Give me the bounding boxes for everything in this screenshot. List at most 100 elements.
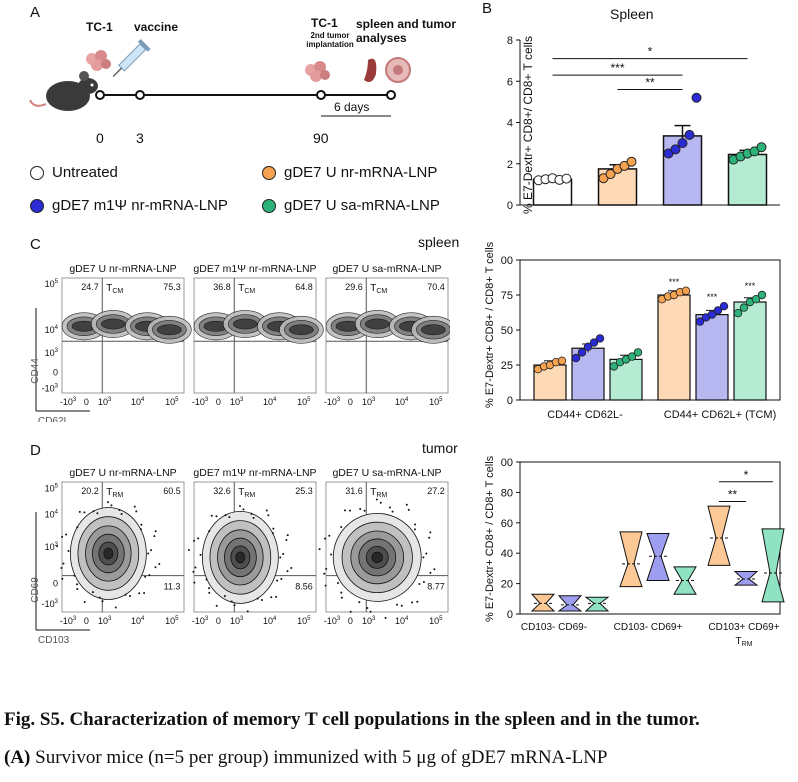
outlier-dot	[422, 556, 425, 559]
outlier-dot	[144, 575, 147, 578]
panel-c-letter: C	[30, 236, 41, 253]
x-tick-label: 104	[395, 397, 409, 407]
outlier-dot	[416, 600, 419, 603]
panel-d-violin-ylabel: % E7-Dextr+ CD8+ / CD8+ T cells	[484, 455, 496, 622]
data-point	[695, 317, 705, 326]
data-point	[756, 142, 767, 153]
quadrant-value-lr: 8.77	[427, 582, 445, 592]
data-point	[739, 303, 749, 312]
x-tick-exp: 4	[141, 397, 145, 403]
legend-m1-nr: gDE7 m1Ψ nr-mRNA-LNP	[30, 197, 228, 214]
significance-label: ***	[707, 292, 718, 302]
spleen-icon	[364, 58, 377, 82]
x-tick-label: 103	[230, 397, 244, 407]
outlier-dot	[61, 577, 64, 580]
interval-label: 6 days	[334, 100, 370, 114]
flow-y-axis-label: CD69	[30, 577, 41, 603]
x-tick-exp: 5	[439, 616, 443, 622]
outlier-dot	[118, 508, 121, 511]
outlier-dot	[318, 548, 321, 551]
legend-u-sa: gDE7 U sa-mRNA-LNP	[262, 197, 440, 214]
legend-u-nr-icon	[262, 165, 276, 180]
density-contour	[318, 498, 436, 619]
outlier-dot	[260, 598, 263, 601]
gate-label-sub: CM	[244, 288, 255, 295]
outlier-dot	[343, 509, 346, 512]
group-label: CD103- CD69-	[521, 622, 587, 633]
outlier-dot	[267, 514, 270, 517]
event-analysis-label: spleen and tumor analyses	[356, 17, 457, 45]
x-tick-exp: 3	[372, 397, 376, 403]
outlier-dot	[133, 505, 136, 508]
density-contour	[55, 501, 161, 609]
contour	[157, 324, 182, 336]
data-point	[627, 352, 637, 361]
quadrant-value-ur: 70.4	[427, 282, 445, 292]
legend-u-nr-label: gDE7 U nr-mRNA-LNP	[284, 164, 438, 181]
quadrant-value-ul: 36.8	[213, 282, 231, 292]
tumor-cells-icon	[86, 50, 111, 71]
x-tick-exp: 4	[405, 616, 409, 622]
panel-a-letter: A	[30, 4, 41, 21]
day-0: 0	[96, 130, 104, 146]
outlier-dot	[138, 592, 141, 595]
outlier-dot	[106, 501, 109, 504]
group-label: CD44+ CD62L+ (TCM)	[664, 409, 776, 421]
y-tick-label: 0	[507, 395, 513, 407]
outlier-dot	[359, 507, 362, 510]
significance-label: ***	[745, 281, 756, 291]
density-contour	[193, 310, 324, 344]
data-point	[713, 306, 723, 315]
syringe-icon	[112, 39, 151, 78]
outlier-dot	[375, 498, 378, 501]
outlier-dot	[91, 591, 94, 594]
panel-b-letter: B	[482, 0, 493, 17]
quadrant-value-ul: 20.2	[81, 486, 99, 496]
quadrant-value-ur: 27.2	[427, 486, 445, 496]
outlier-dot	[256, 597, 259, 600]
legend-u-sa-icon	[262, 198, 276, 213]
violin	[733, 570, 759, 586]
outlier-dot	[101, 600, 104, 603]
flow-plot-title: gDE7 m1Ψ nr-mRNA-LNP	[193, 263, 316, 275]
x-tick-label: 105	[297, 397, 311, 407]
y-tick-label: 103	[45, 542, 59, 552]
y-tick-label: -103	[42, 599, 59, 609]
y-tick-label: 40	[501, 548, 513, 560]
outlier-dot	[429, 531, 432, 534]
outlier-dot	[197, 537, 200, 540]
day-90: 90	[313, 130, 329, 146]
x-tick-exp: 3	[108, 616, 112, 622]
outlier-dot	[210, 514, 213, 517]
outlier-dot	[323, 572, 326, 575]
y-tick-label: 2	[507, 159, 513, 171]
legend-u-nr: gDE7 U nr-mRNA-LNP	[262, 164, 437, 181]
violin	[530, 593, 556, 612]
legend-untreated-label: Untreated	[52, 164, 118, 181]
flow-plot-title: gDE7 m1Ψ nr-mRNA-LNP	[193, 467, 316, 479]
outlier-dot	[389, 506, 392, 509]
x-tick-label: 104	[263, 397, 277, 407]
x-tick-label: 103	[230, 616, 244, 626]
y-tick-label: 60	[501, 518, 513, 530]
outlier-dot	[286, 534, 289, 537]
x-tick-label: 0	[348, 616, 353, 626]
outlier-dot	[425, 552, 428, 555]
outlier-dot	[422, 580, 425, 583]
outlier-dot	[96, 512, 99, 515]
x-tick-label: 0	[84, 616, 89, 626]
y-tick-label: 0	[507, 609, 513, 621]
x-tick-exp: 5	[307, 397, 311, 403]
outlier-dot	[208, 530, 211, 533]
data-point	[691, 92, 702, 103]
significance-label: **	[728, 488, 738, 502]
outlier-dot	[154, 566, 157, 569]
flow-x-axis-label: CD103	[38, 635, 70, 646]
outlier-dot	[414, 523, 417, 526]
outlier-dot	[193, 581, 196, 584]
event-tc1-label: TC-1	[86, 20, 113, 34]
outlier-dot	[279, 556, 282, 559]
outlier-dot	[208, 587, 211, 590]
violin	[646, 532, 670, 582]
